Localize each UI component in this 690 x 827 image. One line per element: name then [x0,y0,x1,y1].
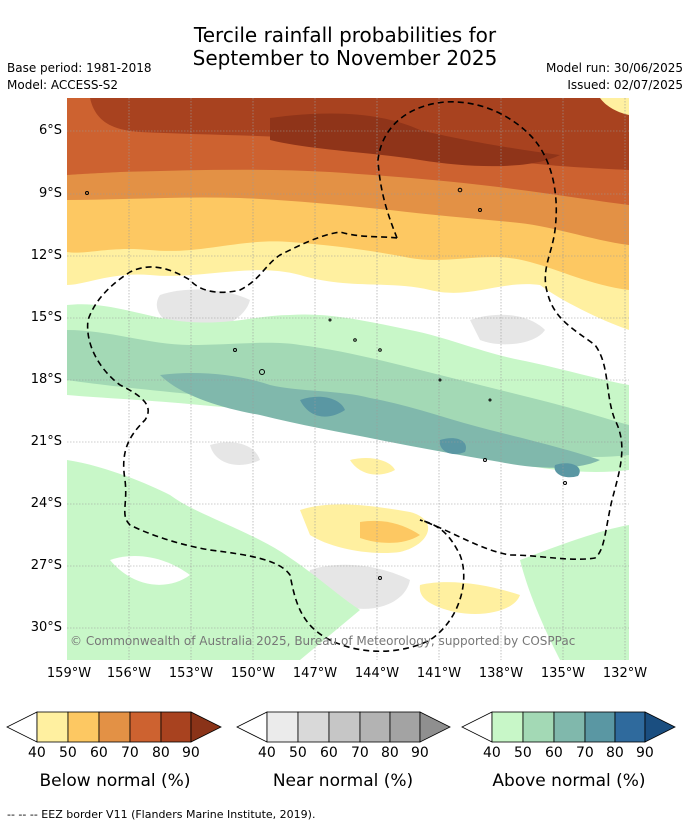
lon-tick-141w: 141°W [416,666,462,681]
lat-tick-6s: 6°S [38,123,62,138]
probability-field [67,98,629,660]
lat-tick-21s: 21°S [30,434,62,449]
lat-tick-12s: 12°S [30,248,62,263]
colorbar-below [6,711,222,743]
map-title: Tercile rainfall probabilities for Septe… [0,24,690,70]
lon-tick-156w: 156°W [106,666,152,681]
cbar-below-tick: 90 [182,745,200,761]
colorbar-near [236,711,451,743]
cbar-below-tick: 60 [90,745,108,761]
lat-tick-18s: 18°S [30,372,62,387]
title-line-2: September to November 2025 [192,46,498,70]
colorbar-above [461,711,676,743]
model-name: Model: ACCESS-S2 [7,78,119,92]
lon-tick-132w: 132°W [602,666,648,681]
cbar-above-tick: 60 [545,745,563,761]
eez-legend-footer: -- -- -- EEZ border V11 (Flanders Marine… [7,808,316,821]
lat-tick-24s: 24°S [30,496,62,511]
lon-tick-135w: 135°W [540,666,586,681]
lat-tick-30s: 30°S [30,620,62,635]
meta-left: Base period: 1981-2018 Model: ACCESS-S2 [7,60,152,94]
base-period: Base period: 1981-2018 [7,61,152,75]
islands [85,187,567,580]
lat-tick-9s: 9°S [38,186,62,201]
cbar-near-tick: 80 [381,745,399,761]
lon-tick-153w: 153°W [168,666,214,681]
lon-tick-159w: 159°W [46,666,92,681]
cbar-above-tick: 40 [483,745,501,761]
title-line-1: Tercile rainfall probabilities for [193,23,497,47]
cbar-below-tick: 70 [121,745,139,761]
issued-date: Issued: 02/07/2025 [567,78,683,92]
cbar-above-tick: 50 [514,745,532,761]
lon-tick-138w: 138°W [478,666,524,681]
lon-tick-144w: 144°W [354,666,400,681]
cbar-above-title: Above normal (%) [492,771,646,791]
cbar-near-tick: 70 [351,745,369,761]
cbar-below-title: Below normal (%) [39,771,191,791]
lon-tick-150w: 150°W [230,666,276,681]
lat-tick-15s: 15°S [30,310,62,325]
meta-right: Model run: 30/06/2025 Issued: 02/07/2025 [546,60,683,94]
eez-border [86,101,623,652]
model-run: Model run: 30/06/2025 [545,61,683,75]
cbar-above-tick: 70 [576,745,594,761]
copyright-credit: © Commonwealth of Australia 2025, Bureau… [70,634,576,648]
cbar-below-tick: 50 [59,745,77,761]
cbar-near-tick: 60 [320,745,338,761]
cbar-below-tick: 40 [28,745,46,761]
cbar-near-tick: 90 [411,745,429,761]
cbar-near-tick: 50 [289,745,307,761]
graticule [67,98,629,660]
cbar-near-tick: 40 [258,745,276,761]
cbar-above-tick: 80 [606,745,624,761]
cbar-near-title: Near normal (%) [272,771,414,791]
lon-tick-147w: 147°W [292,666,338,681]
cbar-above-tick: 90 [636,745,654,761]
lat-tick-27s: 27°S [30,558,62,573]
cbar-below-tick: 80 [152,745,170,761]
